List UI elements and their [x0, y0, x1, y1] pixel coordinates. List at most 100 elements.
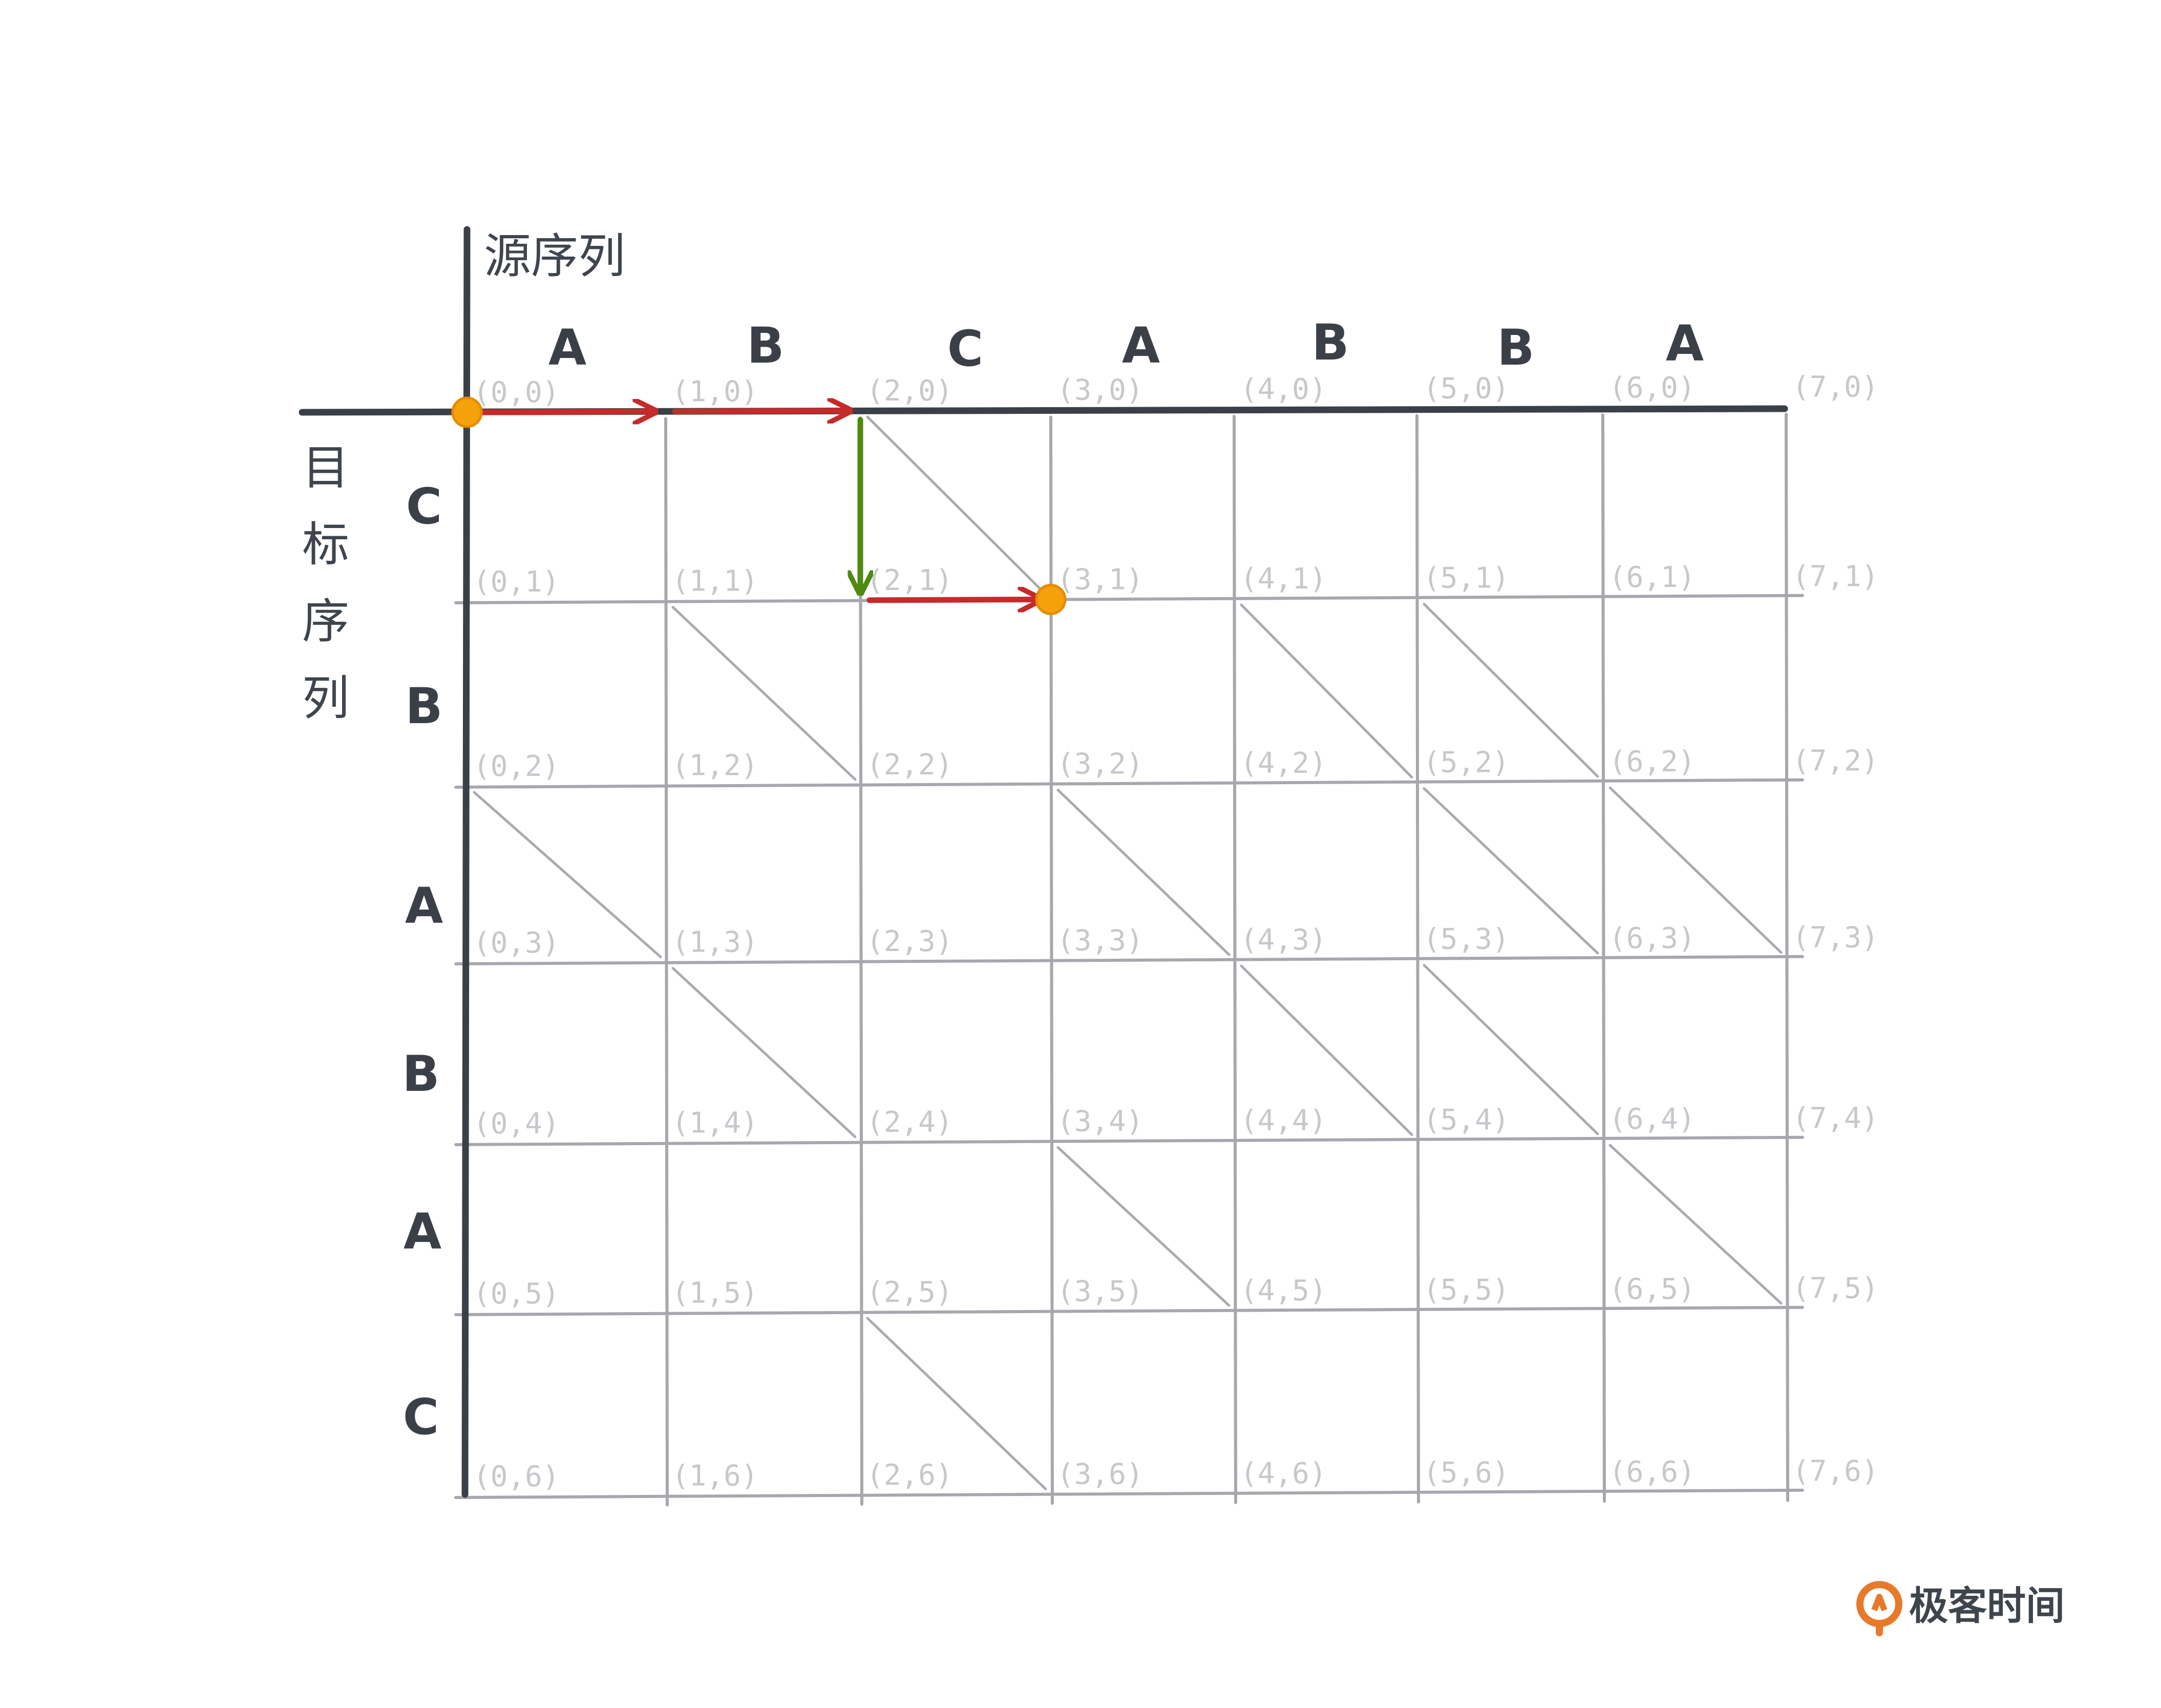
- coordinate-label: (0,6): [473, 1460, 560, 1493]
- diagonal-edge: [1423, 603, 1599, 778]
- path-start-node: [451, 396, 483, 428]
- coordinate-label: (4,3): [1240, 923, 1327, 957]
- source-letter: B: [747, 317, 784, 374]
- grid-row-line: [454, 594, 1804, 604]
- grid-column-line: [1415, 414, 1420, 1504]
- grid-column-line: [859, 416, 863, 1506]
- target-axis-char: 序: [302, 594, 349, 649]
- coordinate-label: (1,3): [672, 925, 758, 959]
- coordinate-label: (3,2): [1057, 747, 1143, 781]
- grid-column-line: [1233, 415, 1237, 1505]
- diagonal-edge: [1423, 964, 1599, 1135]
- coordinate-label: (3,0): [1057, 373, 1143, 407]
- coordinate-label: (5,0): [1423, 372, 1510, 406]
- coordinate-label: (7,6): [1792, 1455, 1879, 1488]
- target-letter: B: [402, 1045, 439, 1103]
- grid-row-line: [454, 1488, 1804, 1499]
- path-move-arrow: [866, 599, 1044, 600]
- coordinate-label: (7,5): [1792, 1272, 1879, 1305]
- source-letter: A: [1122, 317, 1160, 374]
- diagonal-edge: [866, 1317, 1047, 1490]
- coordinate-label: (4,1): [1240, 562, 1327, 596]
- coordinate-label: (6,1): [1609, 561, 1696, 594]
- coordinate-label: (4,2): [1240, 747, 1327, 780]
- coordinate-label: (6,2): [1609, 745, 1696, 778]
- brand-name: 极客时间: [1909, 1583, 2065, 1629]
- target-axis-char: 列: [302, 671, 349, 726]
- target-letter: C: [406, 478, 442, 535]
- coordinate-label: (4,0): [1240, 373, 1327, 406]
- diagonal-edge: [866, 415, 1047, 596]
- grid-row-line: [454, 955, 1804, 965]
- coordinate-label: (6,6): [1609, 1456, 1696, 1489]
- coordinate-label: (4,4): [1240, 1104, 1327, 1137]
- coordinate-label: (7,2): [1792, 745, 1879, 778]
- diagonal-edge: [1240, 603, 1413, 779]
- coordinate-label: (3,1): [1057, 563, 1143, 596]
- grid-row-line: [454, 1135, 1804, 1146]
- coordinate-label: (1,4): [672, 1106, 758, 1140]
- diagonal-edge: [1608, 1144, 1783, 1305]
- edit-path: [451, 396, 1067, 615]
- coordinate-label: (5,6): [1423, 1457, 1510, 1490]
- target-axis-char: 标: [302, 517, 349, 572]
- diagonal-edges: [473, 415, 1783, 1490]
- coordinate-label: (6,0): [1609, 371, 1696, 405]
- coordinate-label: (2,1): [866, 564, 953, 597]
- diagonal-edge: [1056, 1146, 1231, 1307]
- source-letter: C: [947, 320, 983, 377]
- diagonal-edge: [671, 605, 857, 781]
- coordinate-label: (7,1): [1792, 560, 1879, 594]
- brand-logo: 极客时间: [1856, 1581, 2065, 1636]
- coordinate-label: (2,3): [866, 925, 953, 958]
- coordinate-label: (0,2): [473, 750, 560, 783]
- diagonal-edge: [1423, 787, 1599, 955]
- coordinate-label: (1,2): [672, 749, 758, 782]
- grid-column-line: [1601, 413, 1606, 1503]
- grid-lines: [454, 412, 1804, 1507]
- coordinate-label: (5,2): [1423, 746, 1510, 779]
- coordinate-label: (5,5): [1423, 1274, 1510, 1307]
- target-letter: C: [403, 1388, 439, 1446]
- coordinate-labels: (0,0) (1,0) (2,0) (3,0) (4,0) (5,0) (6,0) (7,0)…: [473, 371, 1879, 1493]
- coordinate-label: (7,4): [1792, 1102, 1879, 1135]
- source-letter: A: [548, 319, 586, 376]
- target-axis-line: [461, 226, 471, 1498]
- coordinate-label: (6,3): [1609, 922, 1696, 955]
- grid-row-line: [454, 778, 1804, 789]
- coordinate-label: (6,5): [1609, 1273, 1696, 1306]
- coordinate-label: (3,5): [1057, 1275, 1143, 1308]
- grid-row-line: [454, 1305, 1804, 1316]
- coordinate-label: (7,0): [1792, 371, 1879, 404]
- target-letter: A: [404, 1203, 441, 1260]
- coordinate-label: (0,1): [473, 565, 560, 599]
- source-letter: B: [1497, 319, 1534, 376]
- diagonal-edge: [1240, 964, 1413, 1136]
- coordinate-label: (0,4): [473, 1107, 560, 1141]
- grid-column-line: [1049, 415, 1054, 1505]
- source-letter: B: [1311, 314, 1349, 371]
- diagonal-edge: [1608, 786, 1783, 954]
- coordinate-label: (5,4): [1423, 1104, 1510, 1137]
- grid-column-line: [1785, 412, 1789, 1502]
- coordinate-label: (3,6): [1057, 1458, 1143, 1491]
- grid-column-line: [664, 417, 669, 1507]
- path-end-node: [1035, 583, 1067, 615]
- coordinate-label: (2,0): [866, 374, 953, 408]
- coordinate-label: (2,2): [866, 748, 953, 782]
- coordinate-label: (5,3): [1423, 923, 1510, 956]
- coordinate-label: (1,0): [672, 375, 758, 408]
- coordinate-label: (4,5): [1240, 1274, 1327, 1308]
- path-move-arrow: [672, 411, 853, 412]
- source-letter: A: [1666, 315, 1704, 372]
- diagonal-edge: [473, 791, 662, 958]
- coordinate-label: (1,5): [672, 1276, 758, 1310]
- brand-logo-icon: [1856, 1581, 1902, 1636]
- diagonal-edge: [671, 966, 857, 1138]
- target-axis-title: 目 标 序 列: [302, 440, 349, 726]
- coordinate-label: (1,1): [672, 564, 758, 598]
- coordinate-label: (6,4): [1609, 1103, 1696, 1136]
- coordinate-label: (0,3): [473, 926, 560, 960]
- source-axis-title: 源序列: [484, 229, 625, 284]
- coordinate-label: (0,0): [473, 376, 560, 409]
